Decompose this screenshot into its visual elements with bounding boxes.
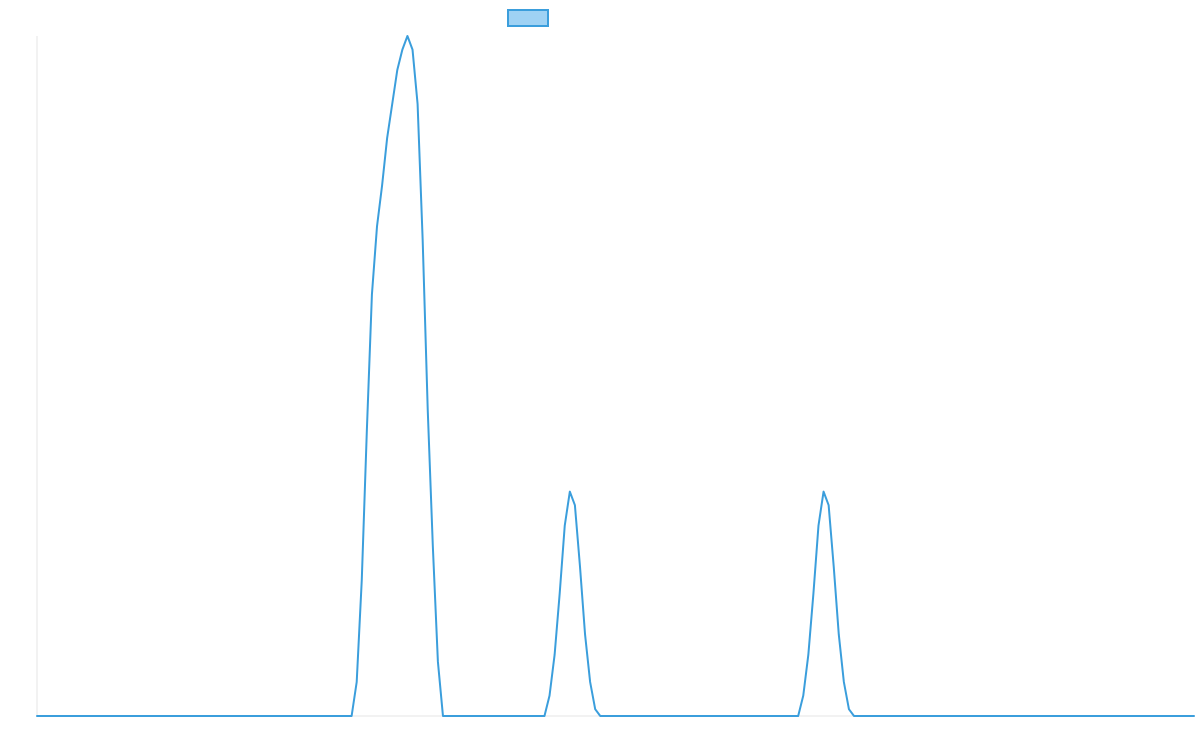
series-layer [36, 35, 1195, 717]
legend [507, 9, 549, 27]
legend-swatch [507, 9, 549, 27]
axes [36, 36, 1194, 717]
series-line-0 [36, 35, 1195, 717]
